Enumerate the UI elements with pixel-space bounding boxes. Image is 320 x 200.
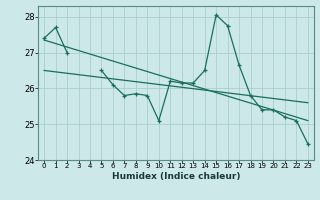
X-axis label: Humidex (Indice chaleur): Humidex (Indice chaleur) [112, 172, 240, 181]
